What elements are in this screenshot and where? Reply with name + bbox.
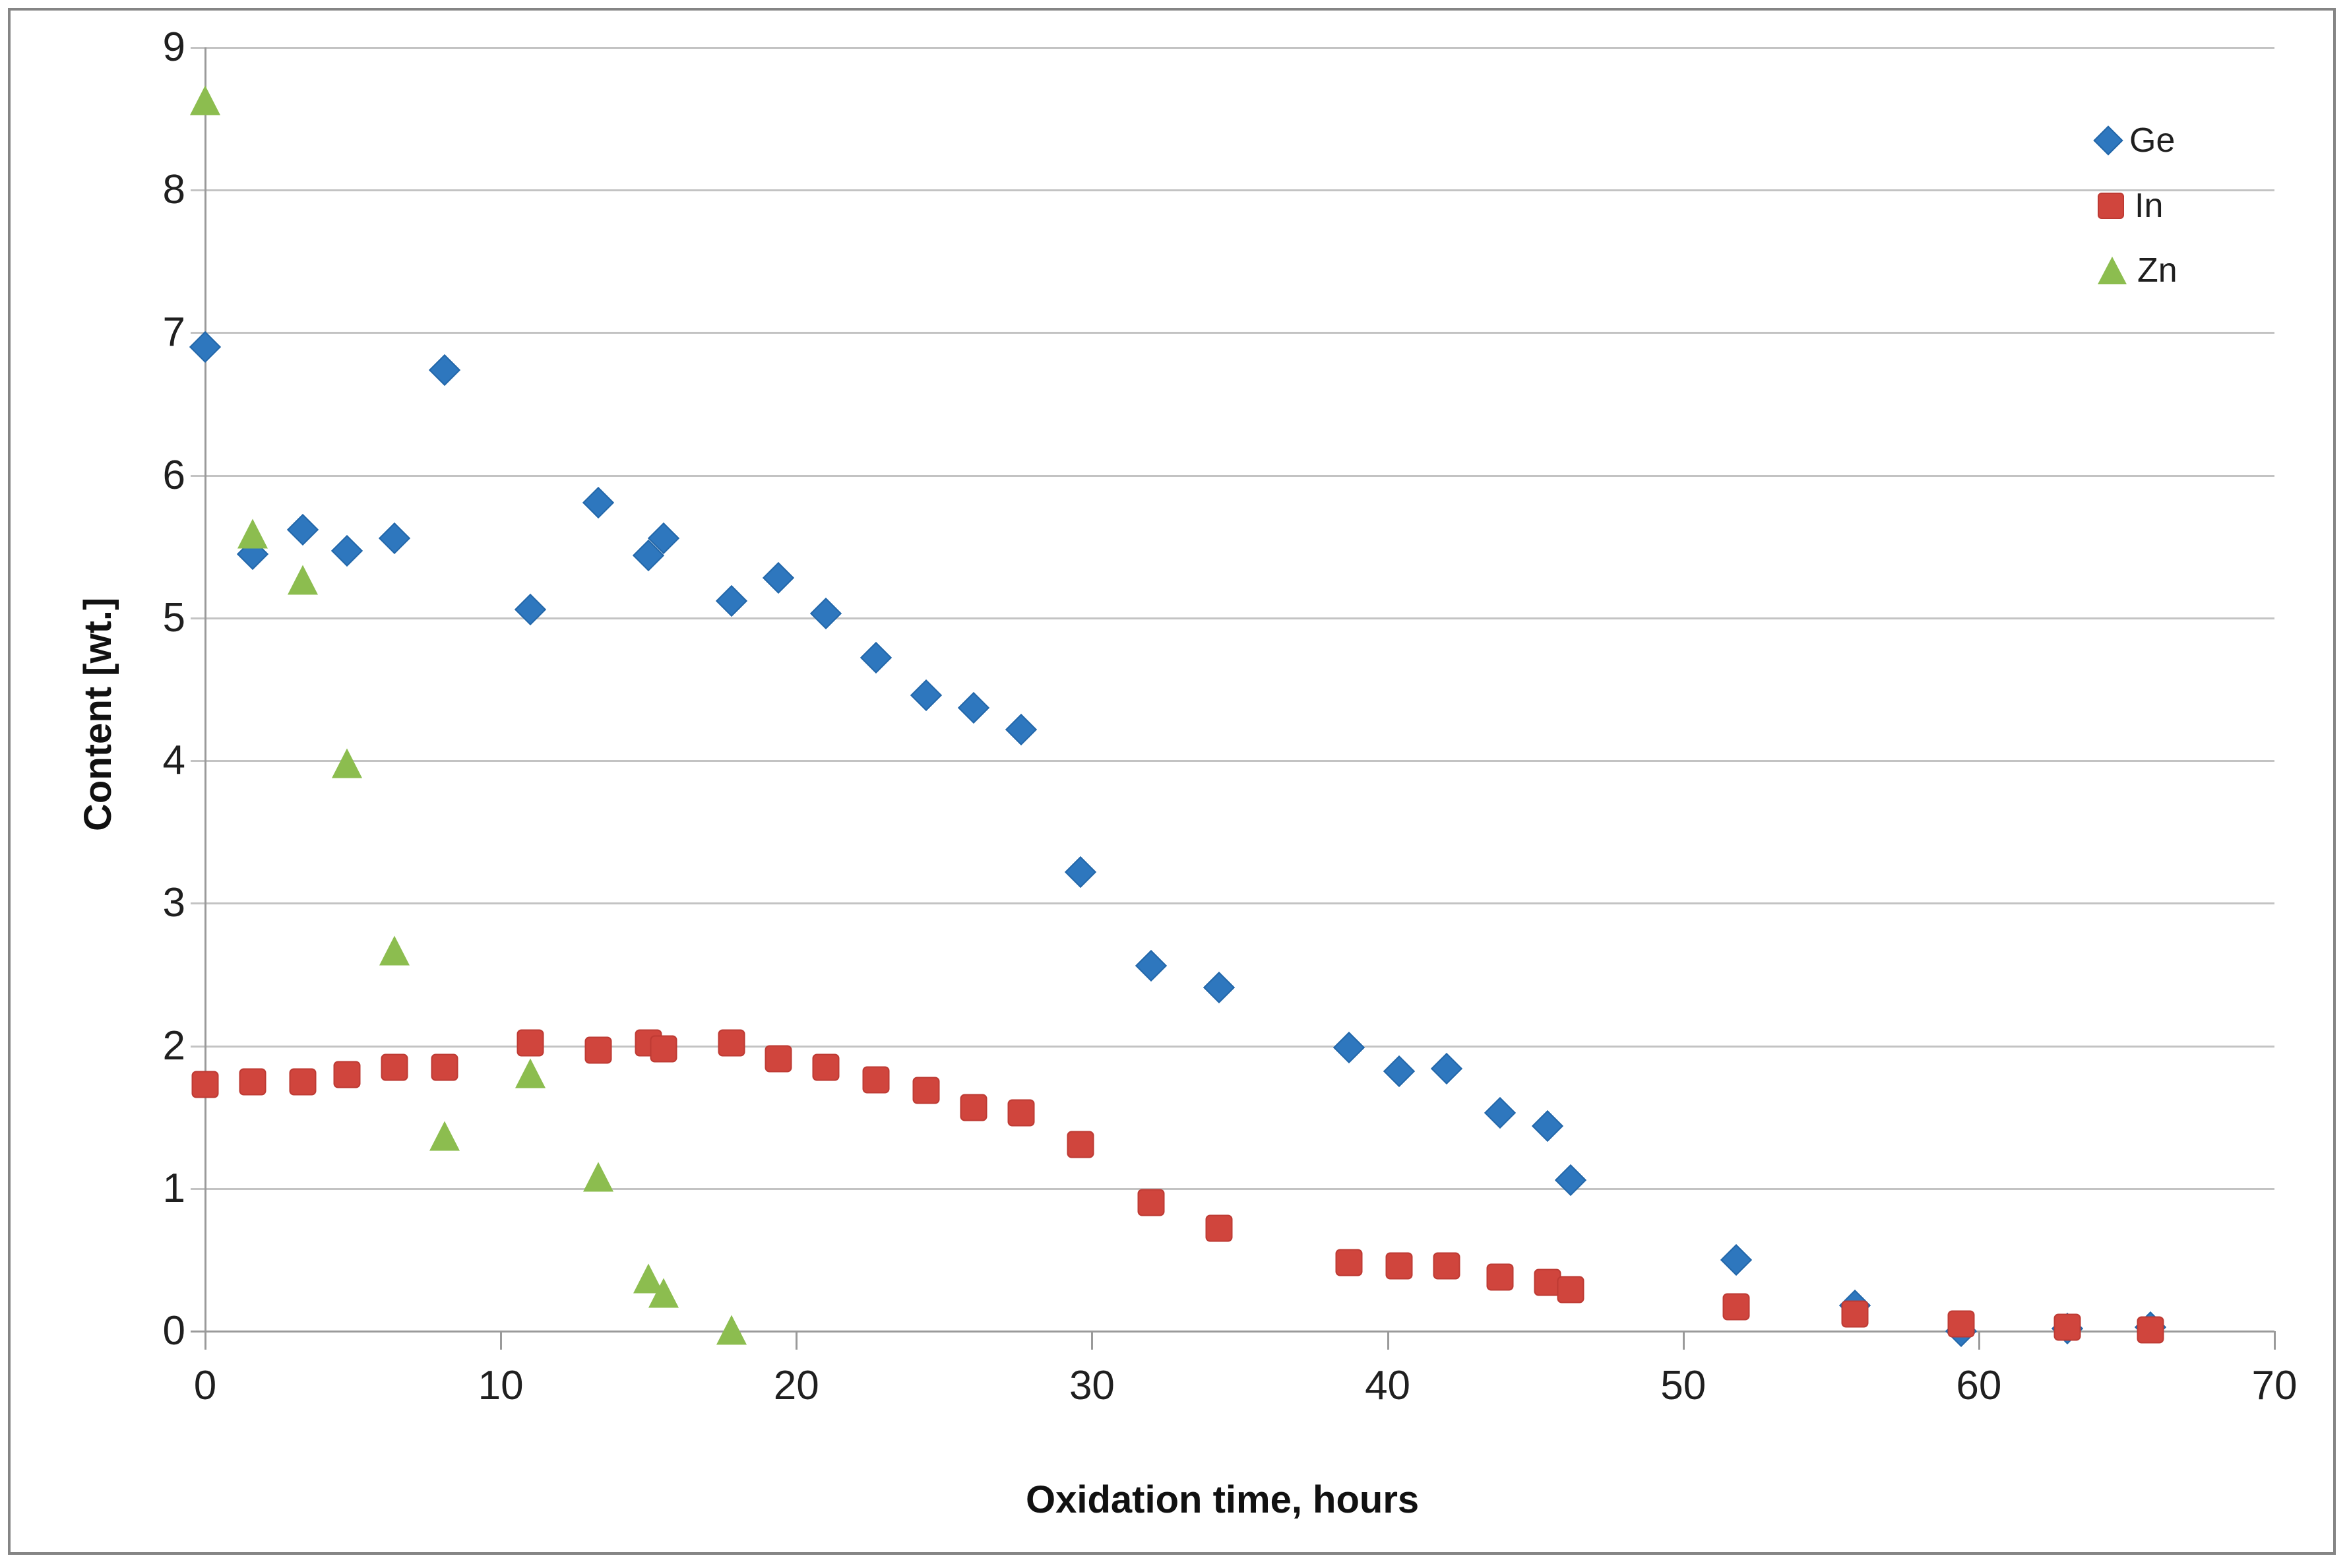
gridline [191,47,2274,49]
y-tick-label: 0 [162,1308,185,1354]
x-axis-line [191,1331,2274,1333]
x-tick-label: 0 [193,1363,217,1408]
zn-point [332,748,363,778]
x-tick-label: 50 [1660,1363,1707,1408]
in-point [381,1053,408,1081]
in-point [912,1077,940,1104]
in-point [1557,1276,1584,1303]
in-point [1385,1252,1413,1280]
y-tick-label: 9 [162,24,185,70]
in-point [2053,1313,2081,1340]
y-tick-label: 7 [162,309,185,356]
legend-label-ge: Ge [2129,121,2176,160]
gridline [191,617,2274,619]
in-point [650,1035,677,1063]
in-point [960,1094,987,1121]
gridline [191,902,2274,905]
in-point [431,1053,458,1081]
gridline [191,1045,2274,1048]
legend-label-zn: Zn [2137,251,2177,290]
zn-point [648,1278,679,1308]
gridline [191,332,2274,334]
x-tick-label: 40 [1365,1363,1411,1408]
in-point [239,1068,266,1096]
x-axis-title: Oxidation time, hours [1026,1478,1420,1521]
zn-point [716,1315,747,1345]
in-point [1335,1249,1363,1276]
zn-point [583,1162,614,1192]
in-point [517,1029,544,1057]
in-point [1722,1293,1750,1321]
legend-label-in: In [2135,187,2164,225]
x-tick [1091,1331,1094,1350]
in-point [1486,1263,1514,1291]
in-square-marker-icon [2098,193,2124,219]
zn-point [429,1121,460,1151]
gridline [191,760,2274,763]
in-point [1534,1269,1561,1296]
in-point [1433,1252,1460,1280]
in-point [1947,1310,1975,1338]
x-tick-label: 60 [1956,1363,2002,1408]
x-tick-label: 10 [478,1363,524,1408]
x-tick [500,1331,503,1350]
gridline [191,189,2274,192]
y-tick-label: 4 [162,737,185,784]
x-tick-label: 30 [1069,1363,1115,1408]
zn-triangle-marker-icon [2098,257,2127,284]
chart-frame [8,8,2336,1555]
zn-point [190,85,220,115]
in-point [1067,1131,1094,1158]
y-tick-label: 1 [162,1165,185,1211]
legend-item-zn: Zn [2098,247,2177,294]
x-tick [1682,1331,1685,1350]
y-tick-label: 6 [162,452,185,498]
in-point [2137,1316,2164,1344]
in-point [812,1053,840,1081]
in-point [862,1066,890,1094]
x-tick-label: 70 [2251,1363,2298,1408]
y-tick-label: 5 [162,594,185,641]
x-tick [204,1331,206,1350]
in-point [333,1061,361,1088]
ge-diamond-marker-icon [2093,125,2123,156]
legend-item-in: In [2098,183,2163,229]
in-point [1137,1189,1165,1216]
gridline [191,474,2274,477]
in-point [191,1071,219,1098]
in-point [1007,1099,1035,1127]
in-point [765,1045,792,1073]
x-tick [1978,1331,1980,1350]
in-point [1205,1214,1233,1242]
y-axis-line [204,47,206,1350]
zn-point [287,565,318,594]
y-tick-label: 3 [162,880,185,926]
x-tick [2274,1331,2276,1350]
x-tick [796,1331,798,1350]
legend-item-ge: Ge [2093,117,2176,164]
gridline [191,1187,2274,1190]
in-point [718,1029,745,1057]
y-tick-label: 8 [162,167,185,213]
zn-point [515,1058,546,1088]
x-tick-label: 20 [773,1363,819,1408]
y-tick-label: 2 [162,1022,185,1069]
in-point [289,1068,317,1096]
zn-point [379,935,410,966]
in-point [1841,1300,1869,1328]
zn-point [237,518,268,549]
in-point [584,1036,612,1064]
x-tick [1387,1331,1389,1350]
